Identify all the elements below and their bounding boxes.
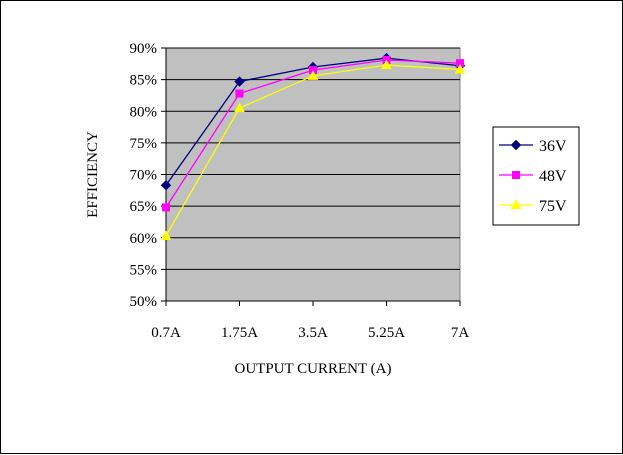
data-point	[160, 230, 172, 240]
legend-label: 48V	[539, 168, 567, 185]
x-tick-label: 0.7A	[151, 325, 181, 341]
legend-marker	[510, 139, 522, 151]
axes: 50% 55% 60% 65% 70% 75% 80% 85% 90% 0.7A 1.75A 3.5A…	[130, 41, 470, 341]
legend-box	[492, 126, 580, 226]
data-point	[235, 89, 244, 98]
legend-marker	[512, 171, 520, 179]
data-point	[160, 180, 172, 191]
y-tick-label: 55%	[130, 262, 158, 278]
y-tick-label: 65%	[130, 199, 158, 215]
x-tick-label: 5.25A	[368, 325, 405, 341]
legend: 36V 48V 75V	[492, 126, 580, 226]
y-tick-label: 85%	[130, 73, 158, 89]
y-tick-label: 70%	[130, 168, 158, 184]
series-group	[160, 52, 466, 240]
y-tick-label: 80%	[130, 104, 158, 120]
legend-marker	[510, 199, 522, 209]
series-75V	[160, 59, 466, 240]
y-tick-label: 90%	[130, 41, 158, 57]
plot-area	[165, 47, 461, 302]
data-point	[307, 70, 319, 80]
legend-label: 75V	[539, 198, 567, 215]
legend-label: 36V	[539, 138, 567, 155]
data-point	[162, 203, 170, 212]
y-tick-label: 75%	[130, 136, 158, 152]
data-point	[381, 59, 392, 70]
x-tick-label: 3.5A	[298, 325, 328, 341]
x-axis-title: OUTPUT CURRENT (A)	[235, 361, 392, 377]
x-tick-label: 7A	[451, 325, 470, 341]
y-tick-label: 50%	[130, 294, 158, 310]
data-point	[234, 76, 245, 87]
data-point	[234, 102, 245, 113]
y-tick-label: 60%	[130, 231, 158, 247]
y-axis-title: EFFICIENCY	[85, 131, 101, 218]
data-point	[454, 63, 466, 74]
x-tick-label: 1.75A	[221, 325, 258, 341]
